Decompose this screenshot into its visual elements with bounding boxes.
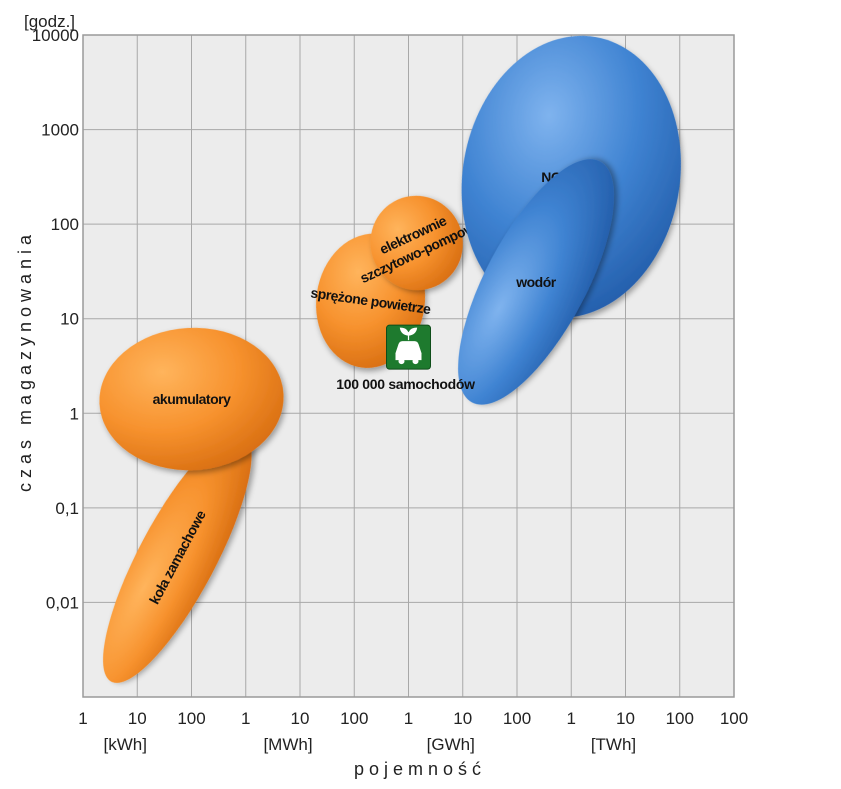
x-tick-label: 10 (128, 709, 147, 728)
region-shape (103, 431, 252, 683)
region-label: wodór (515, 274, 557, 290)
region-shape (99, 327, 284, 471)
x-tick-label: 10 (453, 709, 472, 728)
x-tick-label: 1 (241, 709, 250, 728)
x-tick-label: 10 (616, 709, 635, 728)
x-unit-label: [TWh] (591, 735, 636, 754)
x-tick-label: 10 (291, 709, 310, 728)
y-tick-label: 100 (51, 215, 79, 234)
region-shape (370, 195, 463, 291)
plot-frame (82, 34, 735, 698)
x-tick-label: 100 (177, 709, 205, 728)
region-shape (458, 159, 614, 405)
y-axis-title: czas magazynowania (15, 230, 35, 492)
y-tick-label: 0,01 (46, 593, 79, 612)
car-wheel (412, 358, 419, 365)
x-tick-label: 100 (720, 709, 748, 728)
region-ko-a-zamachowe: koła zamachowe (103, 431, 252, 683)
x-unit-labels: [kWh] [MWh] [GWh] [TWh] (104, 735, 637, 754)
y-tick-label: 1000 (41, 121, 79, 140)
x-unit-label: [kWh] (104, 735, 147, 754)
region-akumulatory: akumulatory (99, 327, 284, 471)
x-tick-label: 1 (567, 709, 576, 728)
y-tick-label: 10000 (32, 26, 79, 45)
car-wheel (398, 358, 405, 365)
y-tick-label: 10 (60, 310, 79, 329)
x-tick-label: 100 (666, 709, 694, 728)
region-wod-r: wodór (458, 159, 614, 405)
y-tick-label: 1 (70, 404, 79, 423)
marker: 100 000 samochodów (336, 324, 475, 392)
car-body (395, 341, 422, 361)
x-tick-label: 100 (340, 709, 368, 728)
x-tick-label: 1 (78, 709, 87, 728)
x-tick-label: 100 (503, 709, 531, 728)
y-unit-label: [godz.] (24, 12, 75, 31)
x-tick-labels: 1 10 100 1 10 100 1 10 100 1 10 100 100 (78, 709, 748, 728)
x-unit-label: [MWh] (263, 735, 312, 754)
electric-car-icon (386, 324, 431, 370)
markers: 100 000 samochodów (336, 324, 475, 392)
leaf (399, 327, 418, 341)
marker-label: 100 000 samochodów (336, 376, 475, 392)
x-unit-label: [GWh] (427, 735, 475, 754)
y-tick-labels: 10000 1000 100 10 1 0,1 0,01 (32, 26, 79, 612)
y-tick-label: 0,1 (55, 499, 79, 518)
region-label: akumulatory (153, 391, 231, 407)
x-tick-label: 1 (404, 709, 413, 728)
x-axis-title: pojemność (354, 759, 486, 779)
